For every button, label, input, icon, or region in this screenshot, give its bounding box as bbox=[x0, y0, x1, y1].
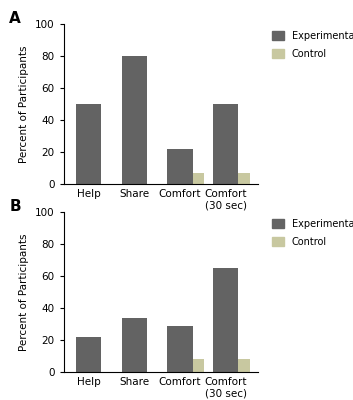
X-axis label: Prosocial Task (TD group): Prosocial Task (TD group) bbox=[95, 216, 226, 226]
Bar bbox=[193, 359, 204, 372]
Bar bbox=[167, 326, 193, 372]
Bar bbox=[213, 104, 238, 184]
Bar bbox=[238, 359, 250, 372]
Bar bbox=[122, 56, 147, 184]
Bar bbox=[167, 149, 193, 184]
Bar bbox=[122, 318, 147, 372]
Bar bbox=[76, 104, 101, 184]
Y-axis label: Percent of Participants: Percent of Participants bbox=[19, 45, 29, 163]
Text: B: B bbox=[9, 199, 21, 214]
Bar bbox=[213, 268, 238, 372]
Bar bbox=[76, 337, 101, 372]
Bar bbox=[193, 173, 204, 184]
Text: A: A bbox=[9, 11, 21, 26]
Legend: Experimental, Control: Experimental, Control bbox=[270, 29, 353, 60]
Legend: Experimental, Control: Experimental, Control bbox=[270, 217, 353, 248]
Y-axis label: Percent of Participants: Percent of Participants bbox=[19, 233, 29, 351]
Bar bbox=[238, 173, 250, 184]
